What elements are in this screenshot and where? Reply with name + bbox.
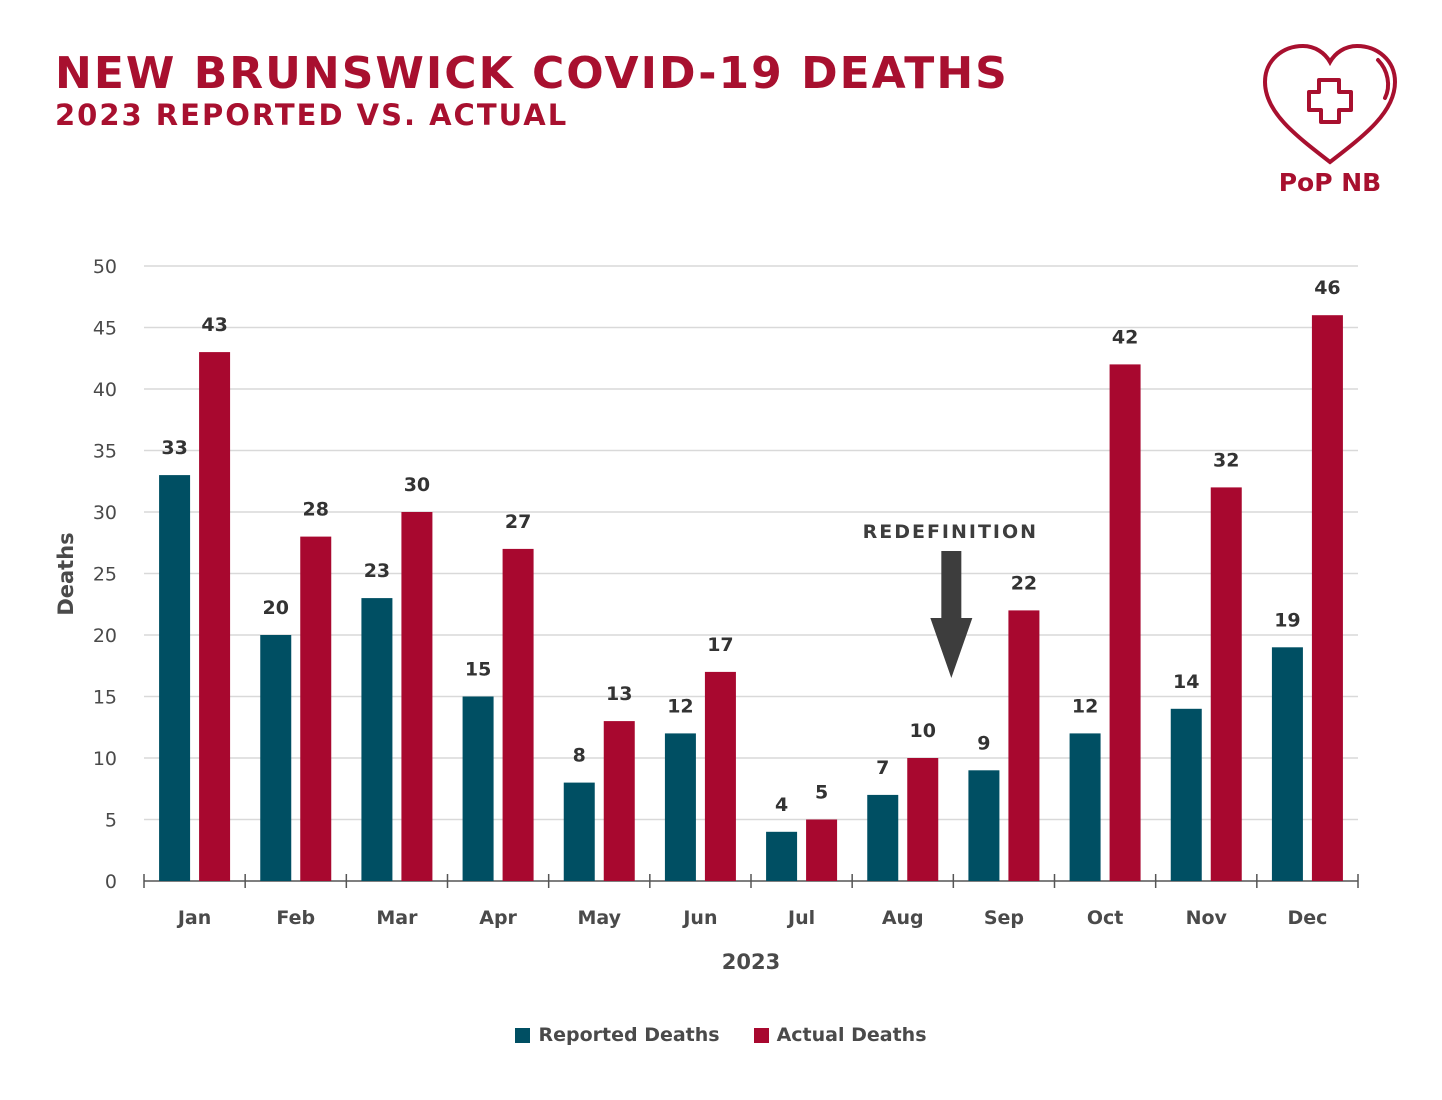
y-tick-label: 15 bbox=[93, 687, 117, 709]
data-label: 12 bbox=[1072, 695, 1098, 717]
page-subtitle: 2023 REPORTED VS. ACTUAL bbox=[55, 98, 569, 132]
x-tick-label: Dec bbox=[1287, 907, 1327, 929]
data-label: 43 bbox=[201, 314, 227, 336]
bar-reported-apr bbox=[462, 696, 494, 881]
data-label: 23 bbox=[364, 560, 390, 582]
down-arrow-icon bbox=[930, 551, 973, 678]
y-tick-label: 40 bbox=[93, 379, 117, 401]
bar-actual-oct bbox=[1109, 364, 1141, 881]
bar-actual-may bbox=[603, 721, 635, 881]
data-label: 10 bbox=[910, 720, 936, 742]
data-label: 9 bbox=[977, 732, 990, 754]
bar-actual-jan bbox=[199, 352, 231, 882]
data-label: 14 bbox=[1173, 671, 1199, 693]
bar-reported-mar bbox=[361, 598, 393, 881]
bar-reported-oct bbox=[1069, 733, 1101, 881]
data-label: 12 bbox=[667, 695, 693, 717]
bar-actual-apr bbox=[502, 548, 534, 881]
bar-actual-mar bbox=[401, 512, 433, 881]
x-tick-label: May bbox=[577, 907, 621, 929]
bar-reported-feb bbox=[260, 635, 292, 881]
bar-chart: 051015202530354045503343Jan2028Feb2330Ma… bbox=[54, 256, 1359, 974]
x-tick-label: Apr bbox=[479, 907, 517, 929]
y-tick-label: 30 bbox=[93, 502, 117, 524]
legend-label-actual: Actual Deaths bbox=[776, 1024, 927, 1046]
logo-text: PoP NB bbox=[1278, 168, 1382, 197]
legend-item-actual: Actual Deaths bbox=[753, 1024, 927, 1046]
y-tick-label: 45 bbox=[93, 318, 117, 340]
x-tick-label: Mar bbox=[376, 907, 418, 929]
x-tick-label: Aug bbox=[882, 907, 924, 929]
data-label: 7 bbox=[876, 757, 889, 779]
bar-actual-jul bbox=[806, 819, 838, 881]
data-label: 33 bbox=[161, 437, 187, 459]
y-tick-label: 20 bbox=[93, 625, 117, 647]
data-label: 30 bbox=[404, 474, 430, 496]
bar-reported-nov bbox=[1170, 708, 1202, 881]
y-tick-label: 10 bbox=[93, 748, 117, 770]
page-title: NEW BRUNSWICK COVID-19 DEATHS bbox=[55, 48, 1009, 99]
data-label: 15 bbox=[465, 659, 491, 681]
annotation-label: REDEFINITION bbox=[863, 521, 1038, 543]
bar-reported-jan bbox=[159, 475, 191, 881]
bar-actual-dec bbox=[1311, 315, 1343, 881]
x-tick-label: Nov bbox=[1186, 907, 1228, 929]
data-label: 27 bbox=[505, 511, 531, 533]
data-label: 46 bbox=[1314, 277, 1340, 299]
bar-reported-dec bbox=[1271, 647, 1303, 881]
x-tick-label: Oct bbox=[1087, 907, 1124, 929]
data-label: 4 bbox=[775, 794, 788, 816]
y-tick-label: 5 bbox=[105, 810, 117, 832]
data-label: 8 bbox=[573, 745, 586, 767]
data-label: 22 bbox=[1011, 572, 1037, 594]
data-label: 28 bbox=[303, 499, 329, 521]
legend-swatch-reported bbox=[515, 1027, 531, 1043]
bar-reported-aug bbox=[867, 794, 899, 881]
legend-label-reported: Reported Deaths bbox=[538, 1024, 720, 1046]
data-label: 42 bbox=[1112, 326, 1138, 348]
x-tick-label: Sep bbox=[984, 907, 1024, 929]
x-tick-label: Jun bbox=[681, 907, 717, 929]
y-tick-label: 25 bbox=[93, 564, 117, 586]
data-label: 17 bbox=[707, 634, 733, 656]
bar-actual-aug bbox=[907, 758, 939, 881]
legend: Reported Deaths Actual Deaths bbox=[0, 1024, 1442, 1046]
bar-reported-jun bbox=[664, 733, 696, 881]
data-label: 13 bbox=[606, 683, 632, 705]
x-tick-label: Feb bbox=[276, 907, 315, 929]
legend-swatch-actual bbox=[753, 1027, 769, 1043]
bar-actual-jun bbox=[704, 671, 736, 881]
bar-actual-feb bbox=[300, 536, 332, 881]
data-label: 20 bbox=[263, 597, 289, 619]
y-tick-label: 0 bbox=[105, 871, 117, 893]
bar-reported-may bbox=[563, 782, 595, 881]
y-tick-label: 50 bbox=[93, 256, 117, 278]
x-tick-label: Jul bbox=[786, 907, 815, 929]
data-label: 19 bbox=[1274, 609, 1300, 631]
bar-actual-nov bbox=[1210, 487, 1242, 881]
bar-actual-sep bbox=[1008, 610, 1040, 881]
bar-reported-jul bbox=[766, 831, 798, 881]
logo: PoP NB bbox=[1255, 40, 1405, 200]
y-axis-label: Deaths bbox=[54, 532, 78, 615]
heart-cross-icon bbox=[1262, 43, 1398, 165]
x-tick-label: Jan bbox=[176, 907, 211, 929]
legend-item-reported: Reported Deaths bbox=[515, 1024, 720, 1046]
data-label: 5 bbox=[815, 782, 828, 804]
x-axis-label: 2023 bbox=[722, 950, 780, 974]
data-label: 32 bbox=[1213, 449, 1239, 471]
y-tick-label: 35 bbox=[93, 441, 117, 463]
bar-reported-sep bbox=[968, 770, 1000, 881]
